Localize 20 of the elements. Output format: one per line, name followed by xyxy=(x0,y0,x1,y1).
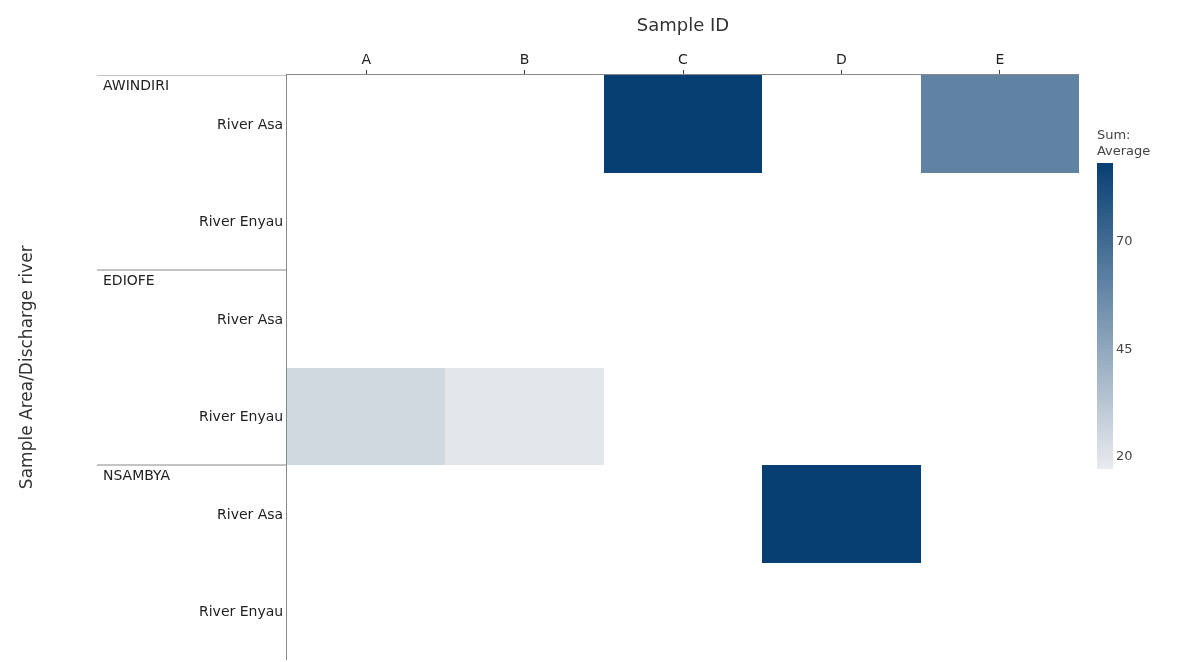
y-tick-label: River Asa xyxy=(217,505,284,522)
x-axis-title: Sample ID xyxy=(636,13,730,35)
x-tick-label: D xyxy=(836,51,847,68)
y-tick-label: River Enyau xyxy=(199,213,284,230)
y-tick-label: River Enyau xyxy=(199,603,284,620)
y-tick-label: River Asa xyxy=(217,310,284,327)
y2-tick-label: EDIOFE xyxy=(103,272,155,288)
color-bar-label: 70 xyxy=(1116,232,1133,248)
color-bar-label: 20 xyxy=(1116,448,1133,464)
y-tick-label: River Asa xyxy=(217,115,284,132)
y2-tick-label: AWINDIRI xyxy=(103,77,170,93)
y-tick-label: River Enyau xyxy=(199,408,284,425)
x-tick-label: E xyxy=(995,51,1005,68)
x-tick-label: C xyxy=(678,51,689,68)
x-tick-label: B xyxy=(519,51,530,68)
color-bar-title: Sum: Average xyxy=(1096,126,1151,159)
y2-tick-label: NSAMBYA xyxy=(103,467,171,483)
text: Sample Area/Discharge river xyxy=(16,245,37,490)
x-tick-label: A xyxy=(361,51,372,68)
color-bar-label: 45 xyxy=(1116,340,1133,356)
